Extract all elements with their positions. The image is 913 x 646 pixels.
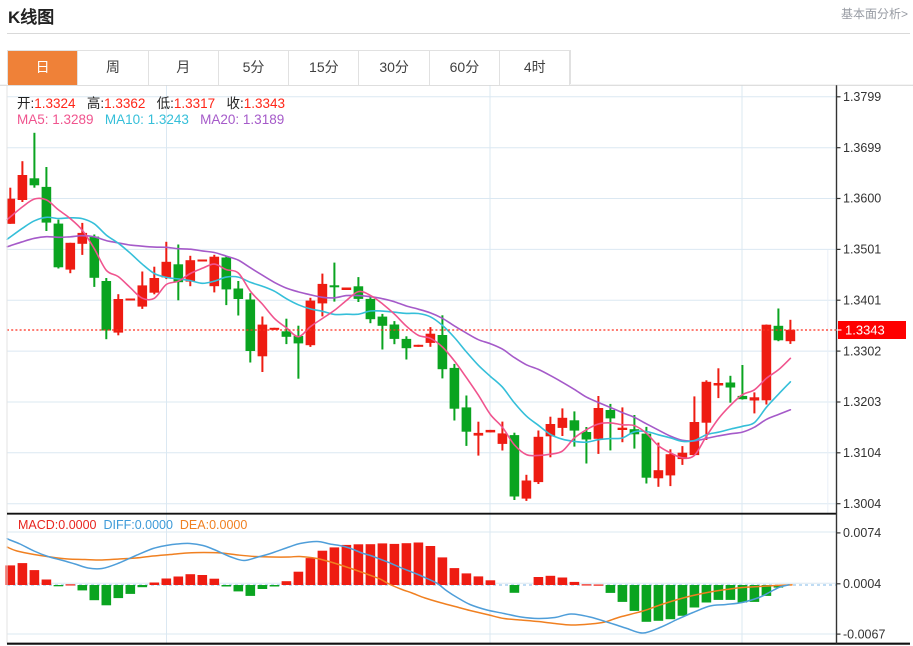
svg-text:1.3104: 1.3104 <box>843 446 881 460</box>
svg-text:1.3401: 1.3401 <box>843 293 881 307</box>
svg-text:1.3501: 1.3501 <box>843 243 881 257</box>
svg-text:1.3302: 1.3302 <box>843 344 881 358</box>
svg-text:1.3343: 1.3343 <box>845 323 885 338</box>
svg-text:1.3203: 1.3203 <box>843 395 881 409</box>
svg-text:1.3600: 1.3600 <box>843 192 881 206</box>
svg-text:-0.0067: -0.0067 <box>843 627 885 641</box>
svg-text:1.3799: 1.3799 <box>843 90 881 104</box>
svg-text:1.3699: 1.3699 <box>843 141 881 155</box>
svg-text:1.3004: 1.3004 <box>843 497 881 511</box>
svg-text:0.0074: 0.0074 <box>843 526 881 540</box>
svg-text:0.0004: 0.0004 <box>843 577 881 591</box>
